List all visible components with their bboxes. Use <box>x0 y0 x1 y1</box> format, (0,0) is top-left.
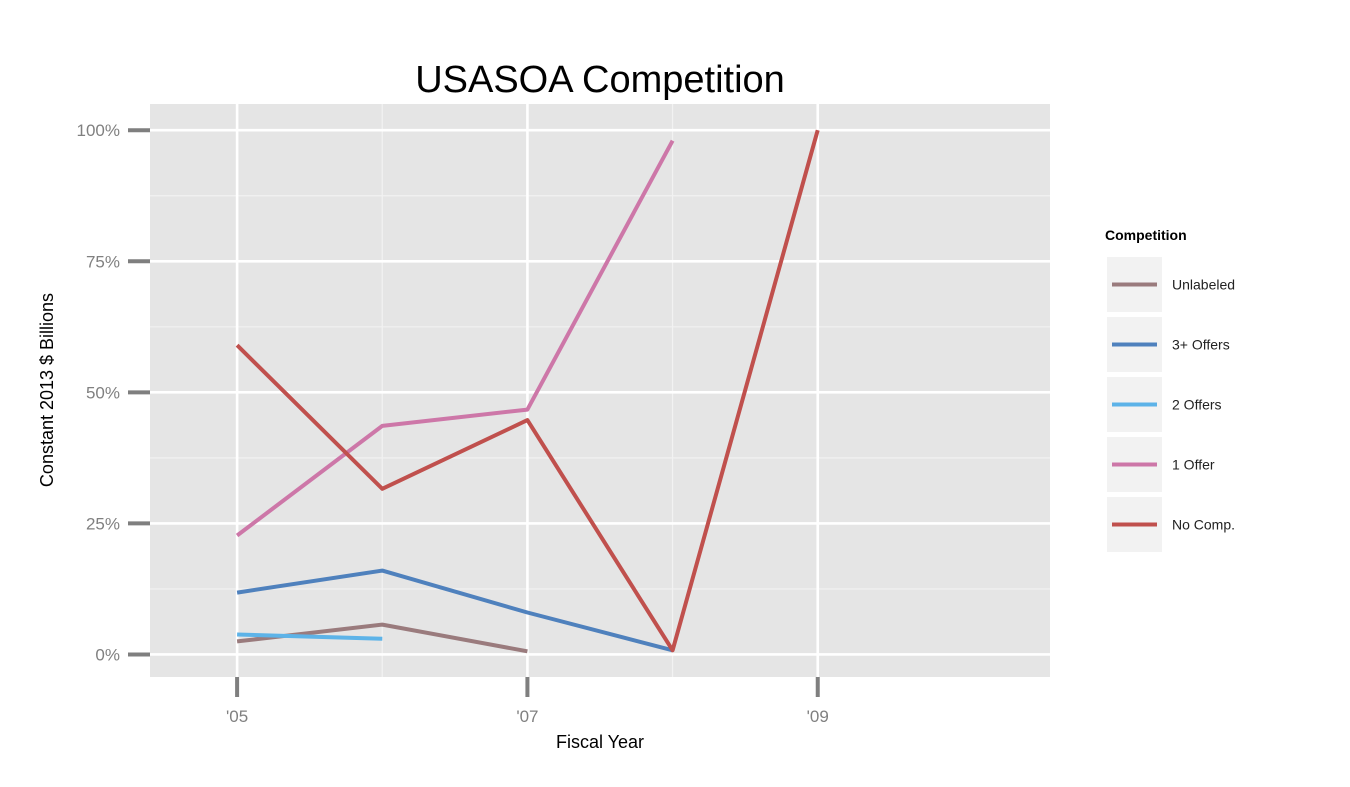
y-tick-label: 75% <box>86 252 120 271</box>
plot-area: 0% 25% 50% 75% 100% '05 '07 '09 <box>77 104 1050 726</box>
legend-label-unlabeled: Unlabeled <box>1172 277 1235 293</box>
y-axis-title: Constant 2013 $ Billions <box>37 293 57 487</box>
legend-label-no-comp: No Comp. <box>1172 517 1235 533</box>
x-tick-label: '05 <box>226 707 248 726</box>
series-line-no-comp <box>235 129 820 653</box>
legend-title: Competition <box>1105 227 1187 243</box>
x-tick-label: '09 <box>807 707 829 726</box>
legend: Competition Unlabeled 3+ Offers 2 Offers 1 … <box>1105 227 1235 552</box>
series-line-2-offers <box>237 632 383 641</box>
chart-title: USASOA Competition <box>415 59 785 101</box>
y-tick-label: 25% <box>86 514 120 533</box>
x-tick-label: '07 <box>516 707 538 726</box>
x-axis-title: Fiscal Year <box>556 732 644 752</box>
legend-label-2-offers: 2 Offers <box>1172 397 1222 413</box>
legend-label-1-offer: 1 Offer <box>1172 457 1215 473</box>
y-tick-label: 0% <box>95 645 120 664</box>
series-line-3-offers <box>236 568 674 653</box>
legend-label-3-offers: 3+ Offers <box>1172 337 1230 353</box>
series-line-1-offer <box>235 139 675 538</box>
y-tick-label: 100% <box>77 121 120 140</box>
y-tick-label: 50% <box>86 383 120 402</box>
